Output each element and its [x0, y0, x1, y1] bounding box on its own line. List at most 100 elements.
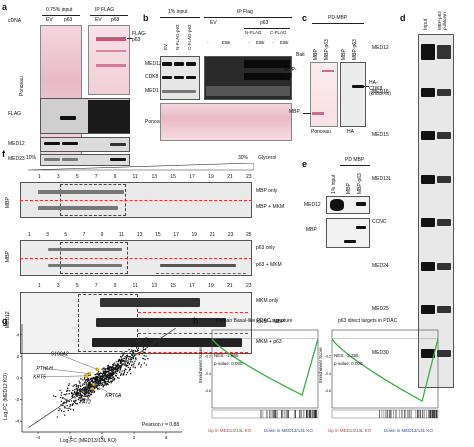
g-point — [101, 375, 104, 377]
g-gene-label: KRT6A — [105, 393, 122, 399]
g-point — [108, 378, 110, 380]
g-point — [99, 383, 102, 385]
d-band-input — [421, 348, 435, 358]
g-point — [133, 364, 135, 366]
g-point — [125, 357, 128, 359]
d-band-pulldown — [437, 45, 451, 59]
g-point — [96, 373, 99, 376]
g-point — [77, 398, 80, 401]
g-point — [73, 384, 75, 386]
panel-label-e: e — [302, 159, 308, 169]
h-nes-1: NES: -1.865 — [214, 353, 239, 358]
g-point — [111, 377, 114, 379]
d-band-pulldown — [437, 349, 451, 357]
f-fraction-number: 11 — [132, 283, 138, 289]
g-point — [134, 350, 137, 352]
g-point — [63, 393, 65, 396]
f-fraction-number: 7 — [82, 232, 86, 238]
b-etbr-4: EtBr — [256, 40, 265, 45]
g-x-tick-label: -4 — [36, 435, 40, 440]
g-point — [85, 382, 87, 384]
g-point — [84, 398, 86, 400]
a-cdna-label: cDNA — [8, 18, 22, 24]
f-fraction-number: 11 — [132, 174, 138, 180]
g-point — [93, 391, 95, 394]
g-point — [115, 372, 118, 374]
b-lane-nflag-p63: N-FLAG-p63 — [175, 24, 180, 50]
g-point — [64, 414, 66, 416]
g-point — [87, 394, 90, 397]
g-point — [85, 390, 87, 393]
g-point — [111, 371, 114, 374]
g-point — [88, 383, 91, 386]
b-row-med12: MED12 — [145, 61, 162, 67]
g-point — [119, 355, 122, 358]
g-point — [126, 354, 128, 357]
d-band-input — [421, 174, 435, 184]
g-point — [98, 382, 100, 384]
b-etbr-6: EtBr — [280, 40, 289, 45]
a-row-med12: MED12 — [8, 141, 25, 147]
g-point — [127, 358, 130, 360]
g-point — [64, 407, 66, 409]
g-point — [111, 375, 114, 377]
g-point — [58, 409, 60, 412]
g-point — [140, 364, 143, 366]
h-title-1: Human Basal-like PDAC signature — [216, 318, 293, 324]
g-point — [127, 355, 129, 358]
g-point — [81, 384, 84, 386]
g-point — [87, 379, 89, 382]
f-row-mkm-only: MKM only — [256, 298, 279, 304]
g-point — [90, 393, 93, 396]
g-point — [80, 397, 83, 399]
g-point — [111, 367, 113, 370]
g-point — [79, 401, 81, 404]
a-flag-p63-band — [96, 37, 126, 41]
g-point — [108, 370, 110, 372]
g-point — [84, 386, 86, 388]
g-point — [82, 383, 84, 385]
g-point — [106, 376, 109, 379]
g-point — [66, 407, 68, 410]
g-point — [87, 389, 89, 392]
g-point — [103, 371, 105, 373]
f-fraction-number: 23 — [227, 232, 234, 238]
g-point — [85, 379, 88, 381]
g-point — [117, 364, 119, 366]
g-point — [125, 374, 128, 376]
g-ylabel: Log₂FC (MED12 KO) — [3, 373, 9, 420]
d-band-input — [421, 218, 435, 227]
g-point — [129, 361, 132, 363]
g-point — [70, 400, 73, 402]
g-x-tick-label: 0 — [101, 435, 104, 440]
g-x-tick-label: -2 — [68, 435, 72, 440]
c-bottom-ha: HA — [347, 129, 354, 135]
g-y-tick-label: 2 — [16, 354, 19, 359]
d-band-pulldown — [437, 88, 451, 96]
f-fraction-number: 25 — [246, 232, 252, 238]
b-ponceau-blot — [160, 103, 292, 141]
a-lane-input-p63: p63 — [64, 17, 73, 23]
f-gradient-wedge — [28, 163, 254, 171]
g-point — [113, 362, 116, 364]
panel-label-a: a — [2, 2, 8, 12]
g-point — [104, 377, 107, 379]
d-band-pulldown — [437, 175, 451, 183]
g-point — [105, 378, 108, 381]
g-point — [120, 365, 123, 367]
c-ponceau-blot — [310, 62, 338, 127]
g-point — [117, 370, 119, 372]
g-point — [131, 353, 133, 356]
g-point — [114, 370, 117, 372]
g-gene-label: PTHLH — [36, 366, 53, 372]
g-point — [107, 366, 109, 368]
a-ipflag-header: IP FLAG — [95, 7, 115, 13]
h-plot-frame — [331, 329, 439, 409]
g-point — [76, 395, 78, 398]
g-point — [137, 349, 139, 352]
f-group1-side: MBP — [5, 197, 11, 208]
g-point — [100, 372, 103, 375]
g-point — [129, 355, 131, 358]
g-point — [112, 373, 115, 375]
g-point — [109, 373, 111, 375]
